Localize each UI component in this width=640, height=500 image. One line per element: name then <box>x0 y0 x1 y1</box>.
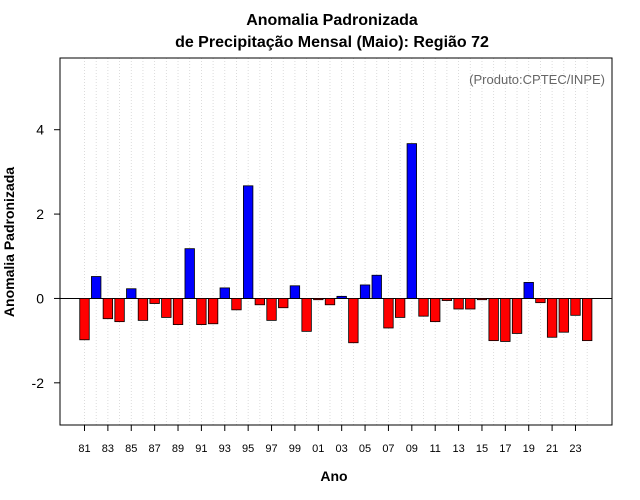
bar-12 <box>441 298 453 301</box>
x-axis-label: Ano <box>320 468 347 484</box>
bars <box>79 143 593 344</box>
x-tick-label: 95 <box>242 443 254 455</box>
x-tick-label: 19 <box>523 443 535 455</box>
x-tick-label: 93 <box>219 443 231 455</box>
x-tick-label: 17 <box>499 443 511 455</box>
bar-21 <box>546 298 558 338</box>
x-tick-label: 97 <box>265 443 277 455</box>
x-axis: 81 83 85 87 89 91 93 95 97 99 01 03 05 07 09 11 13 15 17 19… <box>78 425 582 455</box>
bar-98 <box>278 298 289 309</box>
plot-frame <box>59 57 613 426</box>
bar-24 <box>582 298 593 342</box>
bar-93 <box>219 287 230 299</box>
x-tick-label: 07 <box>382 443 394 455</box>
bar-16 <box>488 298 499 342</box>
bar-97 <box>266 298 277 321</box>
bar-06 <box>371 274 382 299</box>
bar-22 <box>558 298 569 333</box>
bar-96 <box>254 298 266 306</box>
x-tick-label: 11 <box>429 443 440 455</box>
y-tick-label: -2 <box>32 375 45 391</box>
gridlines <box>84 58 588 425</box>
bar-89 <box>172 298 184 326</box>
bar-23 <box>570 298 581 316</box>
bar-07 <box>383 298 394 329</box>
bar-14 <box>465 298 476 310</box>
bar-11 <box>430 298 441 323</box>
x-tick-label: 81 <box>78 443 90 455</box>
x-tick-label: 15 <box>476 443 488 455</box>
bar-10 <box>418 298 429 317</box>
x-tick-label: 85 <box>125 443 137 455</box>
x-tick-label: 21 <box>546 443 558 455</box>
x-tick-label: 23 <box>569 443 581 455</box>
x-tick-label: 13 <box>452 443 464 455</box>
bar-18 <box>511 298 523 334</box>
bar-17 <box>500 298 511 342</box>
source-annotation: (Produto:CPTEC/INPE) <box>469 72 605 87</box>
chart-title-line-2: de Precipitação Mensal (Maio): Região 72 <box>175 34 489 51</box>
bar-08 <box>394 298 406 318</box>
bar-03 <box>336 295 347 299</box>
x-tick-label: 01 <box>312 443 324 455</box>
bar-95 <box>243 185 254 299</box>
bar-15 <box>476 298 488 301</box>
bar-99 <box>289 285 301 299</box>
bar-90 <box>184 248 195 299</box>
bar-05 <box>359 284 371 299</box>
bar-88 <box>161 298 172 318</box>
bar-13 <box>453 298 464 310</box>
x-tick-label: 87 <box>149 443 161 455</box>
bar-82 <box>91 276 102 299</box>
y-tick-label: 4 <box>36 122 44 138</box>
bar-92 <box>207 298 219 325</box>
bar-01 <box>313 298 324 301</box>
y-axis-label: Anomalia Padronizada <box>1 167 17 317</box>
bar-83 <box>102 298 114 320</box>
bar-87 <box>149 298 160 304</box>
chart-title-line-1: Anomalia Padronizada <box>246 12 418 29</box>
bar-86 <box>137 298 149 321</box>
x-tick-label: 99 <box>289 443 301 455</box>
x-tick-label: 03 <box>336 443 348 455</box>
bar-02 <box>324 298 336 306</box>
bar-00 <box>301 298 312 332</box>
x-tick-label: 89 <box>172 443 184 455</box>
bar-19 <box>523 282 534 299</box>
bar-04 <box>348 298 359 344</box>
y-tick-label: 2 <box>36 206 44 222</box>
x-tick-label: 83 <box>102 443 114 455</box>
y-axis: -2 0 2 4 <box>32 122 60 391</box>
bar-94 <box>231 298 242 311</box>
bar-84 <box>114 298 125 323</box>
bar-91 <box>196 298 207 326</box>
bar-09 <box>406 143 417 299</box>
bar-81 <box>79 298 90 341</box>
bar-20 <box>535 298 546 304</box>
x-tick-label: 05 <box>359 443 371 455</box>
x-tick-label: 91 <box>195 443 207 455</box>
bar-85 <box>126 288 137 299</box>
x-tick-label: 09 <box>406 443 418 455</box>
y-tick-label: 0 <box>36 290 44 306</box>
